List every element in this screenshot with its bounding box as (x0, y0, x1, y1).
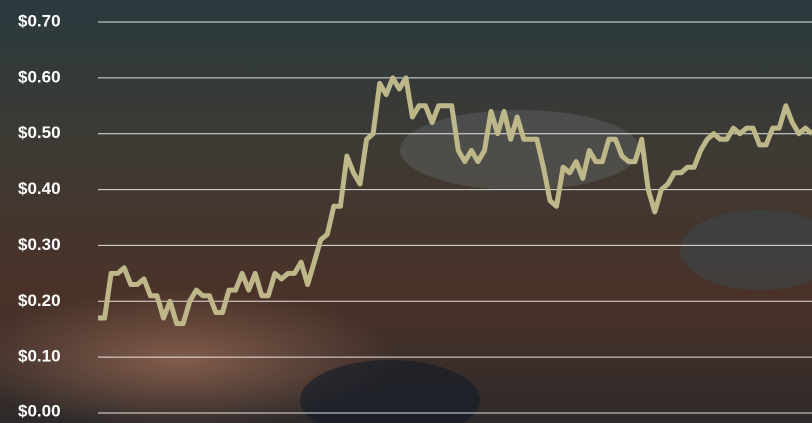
y-tick-label: $0.00 (18, 401, 61, 420)
y-tick-label: $0.50 (18, 123, 61, 142)
y-tick-label: $0.40 (18, 179, 61, 198)
y-tick-label: $0.60 (18, 67, 61, 86)
chart: $0.00 $0.10 $0.20 $0.30 $0.40 $0.50 $0.60 $0.70 (0, 0, 812, 423)
y-tick-label: $0.20 (18, 291, 61, 310)
y-tick-label: $0.70 (18, 11, 61, 30)
y-tick-label: $0.10 (18, 347, 61, 366)
y-tick-label: $0.30 (18, 235, 61, 254)
